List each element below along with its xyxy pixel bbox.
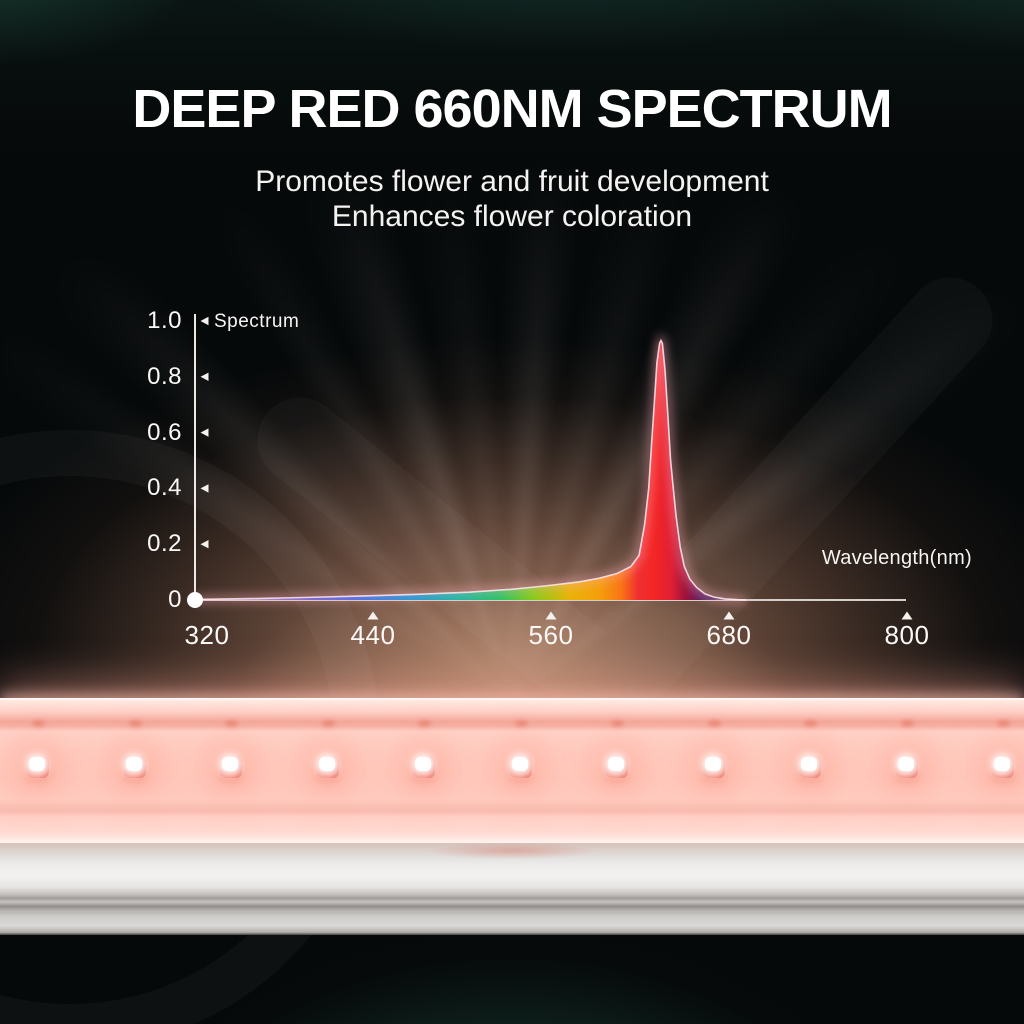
led-reflection bbox=[997, 720, 1010, 727]
led-reflection bbox=[514, 720, 528, 727]
led-chip bbox=[123, 754, 146, 779]
y-axis-label: Spectrum bbox=[214, 311, 300, 332]
led-reflection bbox=[418, 720, 431, 727]
led-chip bbox=[702, 754, 725, 779]
y-tick-triangle bbox=[200, 540, 209, 549]
x-tick-triangle bbox=[901, 611, 913, 620]
x-tick-label: 440 bbox=[350, 620, 396, 650]
led-reflection bbox=[128, 720, 142, 727]
grow-light-bar bbox=[0, 698, 1024, 935]
y-tick-triangle bbox=[200, 316, 209, 326]
led-chip bbox=[991, 754, 1015, 779]
x-tick-label: 680 bbox=[706, 620, 752, 650]
x-tick-triangle bbox=[545, 611, 557, 620]
led-reflection bbox=[32, 720, 45, 727]
x-tick-label: 800 bbox=[884, 620, 930, 650]
led-reflection bbox=[804, 720, 817, 727]
led-chip bbox=[509, 754, 532, 779]
x-tick-label: 560 bbox=[528, 620, 574, 650]
origin-dot bbox=[187, 592, 203, 608]
x-tick-label: 320 bbox=[184, 620, 230, 650]
subtitle-line-1: Promotes flower and fruit development bbox=[255, 165, 769, 198]
led-reflection bbox=[707, 720, 721, 727]
led-chip bbox=[219, 754, 243, 779]
led-reflection bbox=[611, 720, 624, 727]
heatsink bbox=[0, 843, 1024, 935]
y-tick-label: 0.8 bbox=[147, 363, 182, 390]
x-axis-label: Wavelength(nm) bbox=[821, 547, 972, 569]
subtitle-line-2: Enhances flower coloration bbox=[331, 200, 693, 233]
y-tick-label: 0.4 bbox=[147, 474, 182, 501]
y-tick-marks bbox=[200, 316, 209, 549]
x-tick-triangle bbox=[367, 611, 379, 620]
y-tick-triangle bbox=[200, 428, 209, 437]
led-chip bbox=[26, 754, 50, 779]
led-reflection bbox=[321, 720, 335, 727]
led-chip bbox=[798, 754, 822, 779]
x-tick-triangle bbox=[723, 611, 735, 620]
subtitle: Promotes flower and fruit development En… bbox=[0, 164, 1024, 234]
y-tick-label: 0 bbox=[168, 586, 182, 613]
y-tick-label: 1.0 bbox=[147, 307, 182, 334]
warm-glow bbox=[0, 110, 1024, 702]
y-tick-label: 0.2 bbox=[147, 530, 182, 557]
led-chip bbox=[412, 754, 436, 779]
led-reflection bbox=[900, 720, 914, 727]
y-tick-label: 0.6 bbox=[147, 419, 182, 446]
led-chip bbox=[316, 754, 339, 779]
led-chip bbox=[895, 754, 918, 779]
x-tick-marks bbox=[367, 611, 913, 620]
led-reflection bbox=[225, 720, 238, 727]
y-tick-triangle bbox=[200, 372, 209, 381]
led-chip bbox=[605, 754, 629, 779]
y-tick-triangle bbox=[200, 484, 209, 493]
page-title: DEEP RED 660NM SPECTRUM bbox=[132, 79, 892, 139]
light-rays bbox=[0, 0, 1024, 700]
spectrum-curve-edge bbox=[194, 338, 747, 601]
